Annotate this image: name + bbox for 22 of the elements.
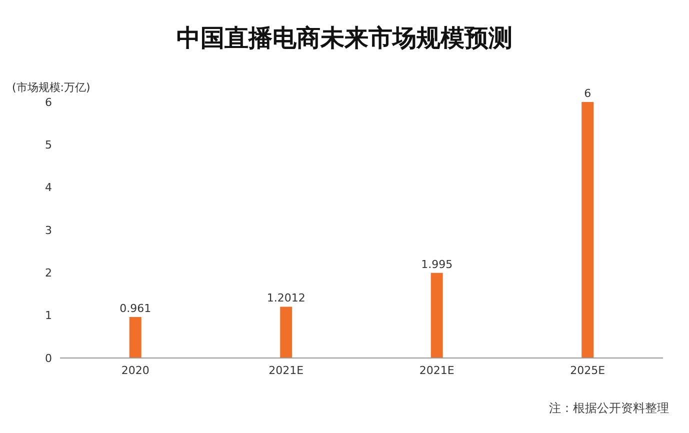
data-label: 0.961	[120, 302, 152, 315]
text: 注：根据公开资料整理	[549, 400, 669, 417]
y-tick-label: 0	[45, 352, 52, 365]
bar	[430, 272, 443, 358]
data-label: 1.2012	[266, 292, 306, 305]
x-tick-label: 2025E	[570, 364, 606, 377]
y-tick-label: 2	[45, 266, 52, 280]
data-label: 6	[584, 87, 592, 100]
x-tick-label: 2021E	[268, 364, 304, 377]
y-tick-label: 3	[45, 224, 52, 237]
x-tick-label: 2020	[121, 364, 150, 377]
bar	[129, 316, 142, 358]
data-label: 1.995	[421, 258, 453, 271]
y-axis-title: (市场规模:万亿)	[12, 80, 90, 95]
bar	[582, 102, 594, 358]
y-tick-label: 1	[45, 309, 52, 322]
y-tick-label: 5	[45, 138, 52, 152]
y-tick-label: 4	[45, 181, 52, 194]
chart-title: 中国直播电商未来市场规模预测	[176, 23, 514, 54]
bar	[280, 306, 292, 358]
x-tick-label: 2021E	[419, 364, 454, 377]
y-tick-label: 6	[45, 96, 52, 109]
